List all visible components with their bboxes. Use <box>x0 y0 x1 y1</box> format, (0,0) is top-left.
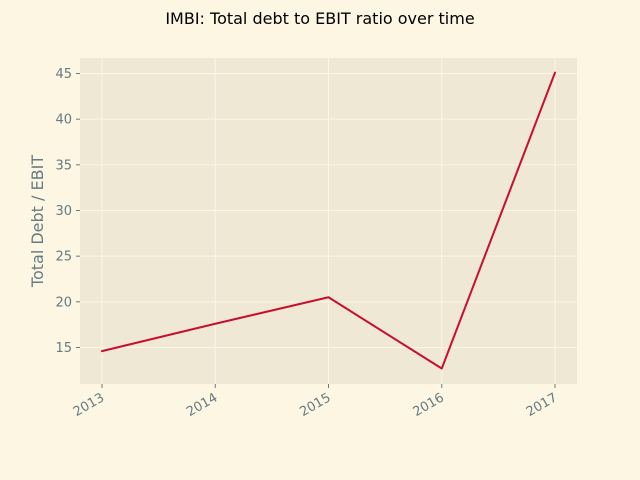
series-group <box>101 71 556 370</box>
x-tick-label: 2013 <box>71 390 107 420</box>
x-tick-label: 2017 <box>524 390 560 420</box>
y-tick-label: 45 <box>55 67 72 82</box>
x-tick-label: 2015 <box>297 390 333 420</box>
y-tick-label: 40 <box>55 113 72 128</box>
y-tick-label: 15 <box>55 341 72 356</box>
y-tick-label: 30 <box>55 204 72 219</box>
x-tick-label: 2016 <box>411 390 447 420</box>
y-tick-label: 35 <box>55 158 72 173</box>
chart-title: IMBI: Total debt to EBIT ratio over time <box>165 9 474 28</box>
y-axis-label: Total Debt / EBIT <box>28 155 47 288</box>
x-tick-label: 2014 <box>184 390 220 420</box>
y-tick-label: 20 <box>55 295 72 310</box>
y-tick-label: 25 <box>55 250 72 265</box>
series-line <box>101 71 556 370</box>
x-axis-ticks: 2013 2014 2015 2016 2017 <box>71 384 560 420</box>
grid-lines <box>80 58 577 384</box>
y-axis-ticks: 15 20 25 30 35 40 45 <box>55 67 80 356</box>
